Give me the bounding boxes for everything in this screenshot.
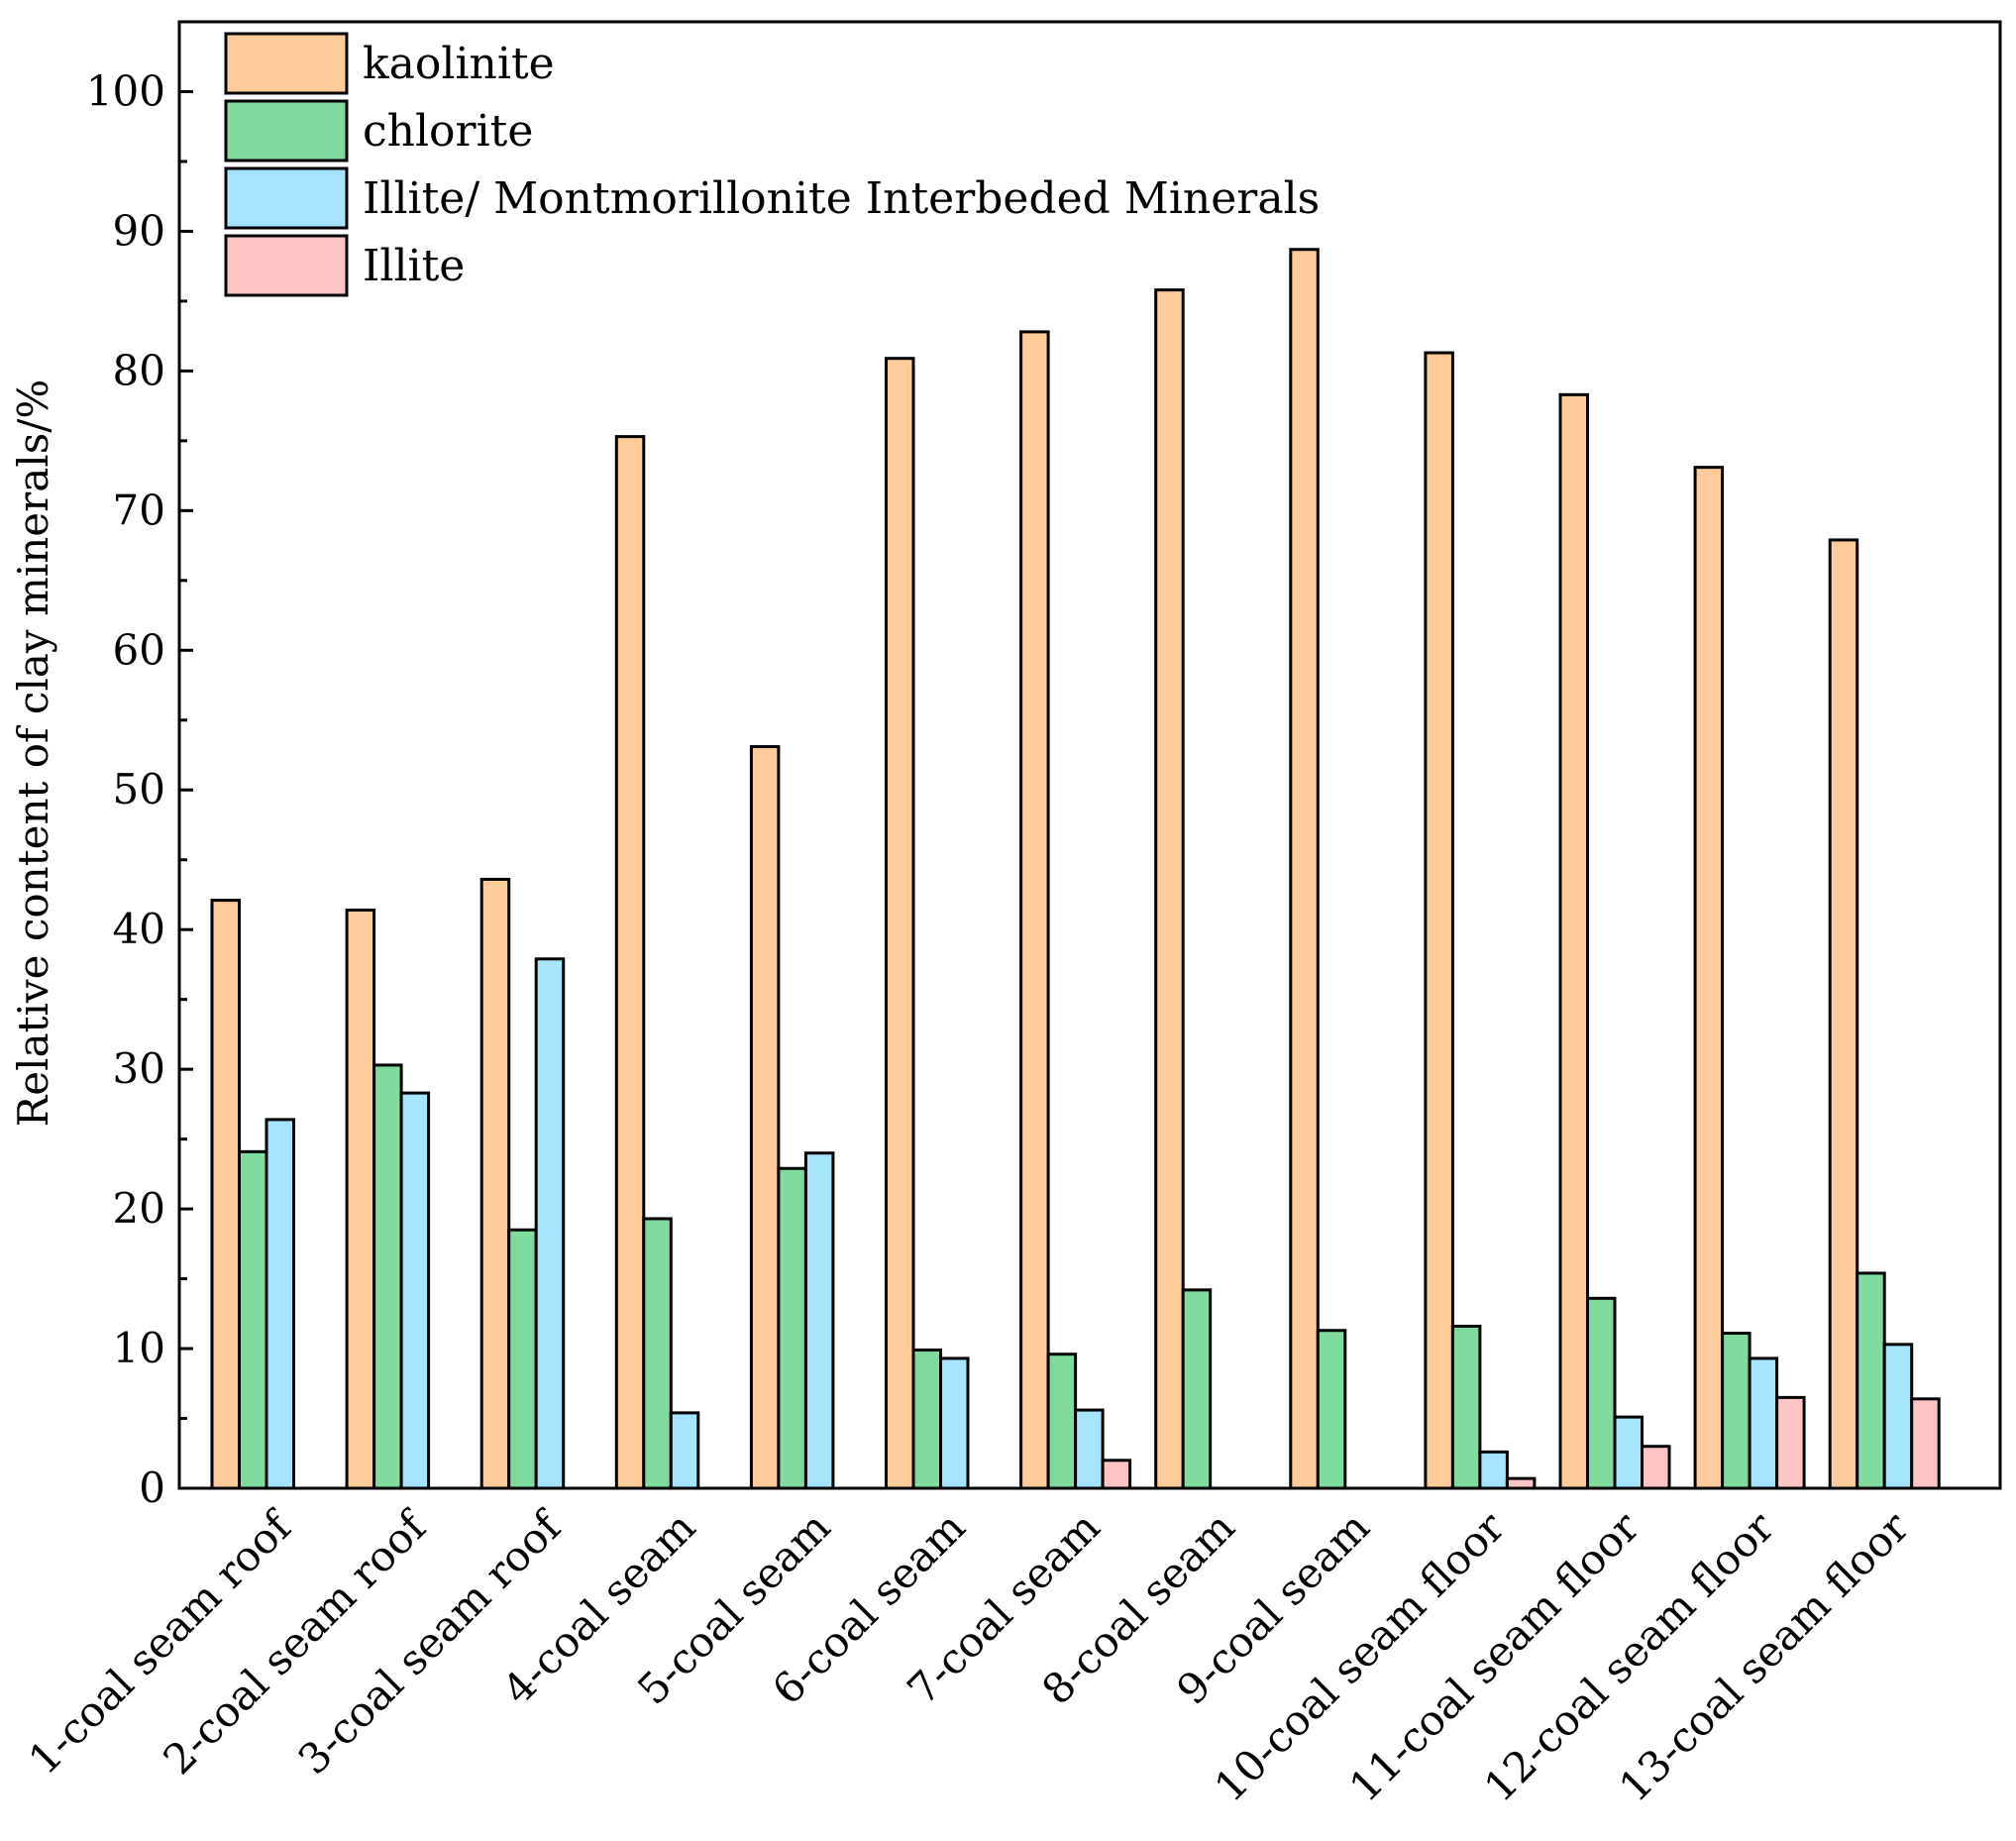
bar-3-10 — [1478, 1450, 1509, 1490]
y-tick-label: 20 — [113, 1184, 165, 1233]
bar-1-1 — [210, 899, 241, 1490]
bar-3-2 — [399, 1091, 431, 1490]
bar-1-12 — [1693, 466, 1725, 1490]
bar-1-8 — [1154, 288, 1185, 1490]
bar-2-7 — [1046, 1353, 1078, 1490]
bar-1-7 — [1019, 330, 1050, 1490]
bar-3-13 — [1882, 1343, 1914, 1490]
bar-4-11 — [1641, 1445, 1671, 1490]
bar-2-4 — [642, 1217, 673, 1490]
legend-swatch-3 — [224, 166, 349, 230]
bars-layer — [210, 248, 1941, 1490]
bar-2-8 — [1181, 1288, 1213, 1490]
y-tick-label: 90 — [113, 206, 165, 255]
bar-2-5 — [777, 1166, 807, 1490]
bar-3-6 — [939, 1356, 970, 1490]
plot-frame — [177, 20, 2002, 1490]
bar-3-12 — [1748, 1356, 1779, 1490]
bar-2-13 — [1856, 1271, 1886, 1490]
legend-swatch-1 — [224, 32, 349, 95]
bar-3-1 — [265, 1118, 295, 1490]
bar-2-10 — [1450, 1324, 1482, 1490]
bar-1-11 — [1558, 392, 1589, 1490]
bar-2-6 — [911, 1348, 942, 1490]
bar-3-7 — [1074, 1408, 1105, 1490]
bar-1-13 — [1828, 538, 1859, 1490]
bar-2-11 — [1586, 1296, 1617, 1490]
legend-label-3: Illite/ Montmorillonite Interbeded Miner… — [363, 173, 1320, 224]
bar-2-3 — [507, 1228, 538, 1490]
bar-3-11 — [1613, 1415, 1644, 1490]
y-tick-label: 70 — [113, 486, 165, 534]
y-tick-label: 80 — [113, 346, 165, 394]
bar-1-2 — [345, 908, 376, 1490]
legend-swatch-4 — [224, 234, 349, 297]
bar-1-3 — [479, 877, 511, 1490]
bar-2-12 — [1721, 1332, 1751, 1490]
legend-label-4: Illite — [363, 241, 465, 291]
bar-3-5 — [803, 1151, 835, 1490]
legend-swatch-2 — [224, 99, 349, 162]
y-tick-label: 10 — [113, 1324, 165, 1372]
bar-3-4 — [669, 1411, 700, 1490]
bar-1-5 — [749, 745, 781, 1490]
y-tick-label: 30 — [113, 1044, 165, 1093]
y-tick-label: 0 — [139, 1463, 165, 1512]
legend-label-1: kaolinite — [363, 39, 555, 89]
bar-1-4 — [614, 435, 646, 1490]
y-tick-label: 50 — [113, 765, 165, 813]
y-tick-label: 100 — [86, 66, 165, 115]
legend-label-2: chlorite — [363, 106, 533, 157]
bar-2-9 — [1316, 1329, 1347, 1490]
bar-3-3 — [534, 957, 566, 1490]
bar-1-6 — [885, 357, 915, 1490]
legend: kaolinite chlorite Illite/ Montmorillonite… — [224, 32, 1320, 297]
bar-4-12 — [1775, 1395, 1806, 1490]
bar-2-1 — [238, 1149, 268, 1490]
bar-2-2 — [372, 1063, 403, 1490]
y-tick-label: 40 — [113, 905, 165, 953]
bar-4-13 — [1910, 1397, 1941, 1490]
y-tick-label: 60 — [113, 625, 165, 674]
y-axis-title: Relative content of clay minerals/% — [9, 379, 57, 1128]
bar-1-10 — [1424, 351, 1454, 1490]
bar-4-7 — [1101, 1459, 1132, 1490]
bar-1-9 — [1289, 248, 1320, 1490]
